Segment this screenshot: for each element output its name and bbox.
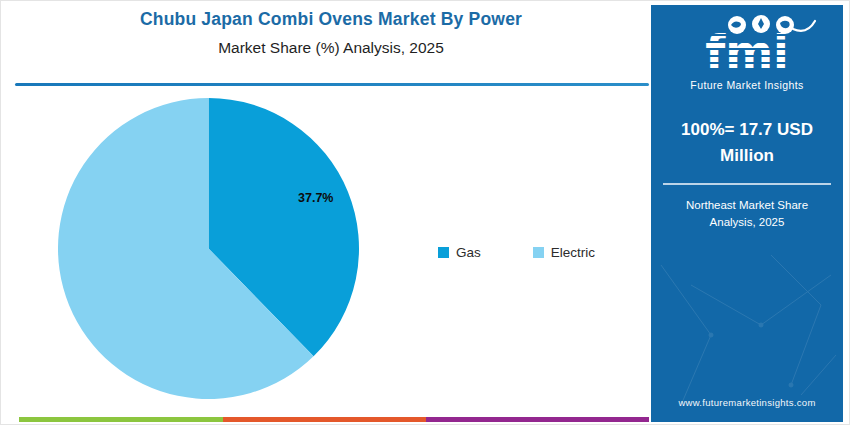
pie-slice-value-label: 37.7% bbox=[298, 191, 333, 205]
chart-subtitle: Market Share (%) Analysis, 2025 bbox=[1, 39, 661, 57]
footer-strip-green bbox=[19, 417, 223, 422]
header-divider-line bbox=[15, 83, 649, 86]
sidebar-divider-line bbox=[663, 183, 831, 185]
fmi-logo-tagline: Future Market Insights bbox=[667, 79, 827, 91]
gas-swatch-icon bbox=[438, 247, 449, 258]
legend-item-electric: Electric bbox=[533, 245, 595, 260]
market-size-headline: 100%= 17.7 USD Million bbox=[665, 117, 829, 170]
footer-strip-purple bbox=[426, 417, 649, 422]
electric-swatch-icon bbox=[533, 247, 544, 258]
legend-item-gas: Gas bbox=[438, 245, 481, 260]
legend-label-electric: Electric bbox=[551, 245, 595, 260]
infographic-canvas: Chubu Japan Combi Ovens Market By Power … bbox=[0, 0, 850, 425]
header: Chubu Japan Combi Ovens Market By Power … bbox=[1, 9, 661, 57]
website-link[interactable]: www.futuremarketinsights.com bbox=[651, 397, 843, 408]
legend-label-gas: Gas bbox=[456, 245, 481, 260]
footer-strip-orange bbox=[223, 417, 426, 422]
pie-chart-area bbox=[58, 98, 359, 399]
analysis-caption: Northeast Market Share Analysis, 2025 bbox=[663, 197, 831, 232]
svg-text:fmi: fmi bbox=[705, 25, 789, 77]
legend: Gas Electric bbox=[438, 245, 595, 260]
pie-chart bbox=[58, 98, 359, 399]
fmi-logo: fmi Future Market Insights bbox=[667, 15, 827, 91]
chart-title: Chubu Japan Combi Ovens Market By Power bbox=[1, 9, 661, 30]
fmi-logo-mark: fmi bbox=[667, 15, 827, 77]
sidebar: fmi Future Market Insights 100%= 17.7 US… bbox=[651, 5, 843, 422]
